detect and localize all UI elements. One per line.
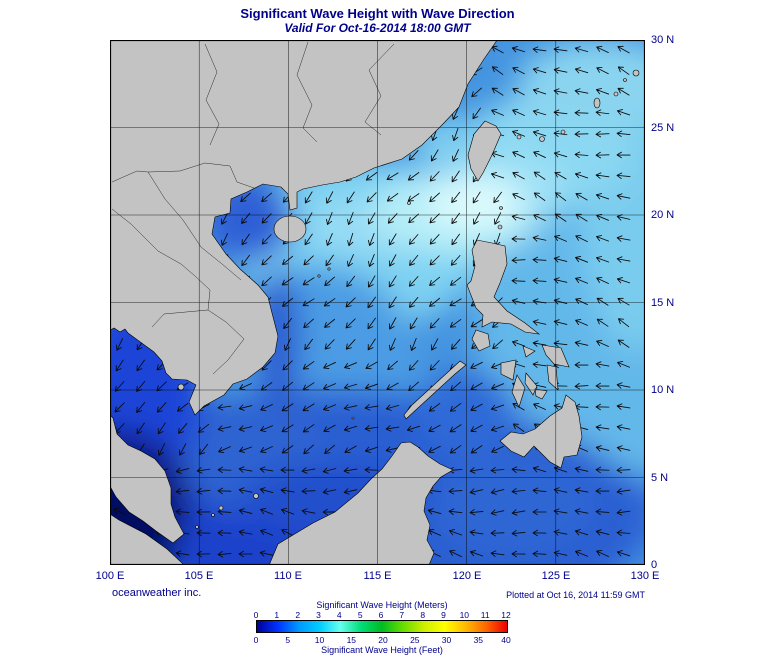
map-frame: [110, 40, 645, 565]
land-hainan: [273, 215, 307, 243]
meters-tick: 5: [357, 610, 363, 620]
y-axis-label: 20 N: [651, 209, 675, 221]
land-cebu: [524, 372, 538, 396]
y-axis-label: 25 N: [651, 121, 675, 134]
legend-meters-ticks: 0 1 2 3 4 5 6 7 8 9 10 11 12: [253, 610, 511, 620]
oceanweather-credit: oceanweather inc.: [112, 587, 202, 599]
x-axis-label: 120 E: [452, 570, 482, 582]
x-axis-label: 100 E: [95, 570, 125, 582]
plotted-at-timestamp: Plotted at Oct 16, 2014 11:59 GMT: [506, 590, 645, 600]
land-mindoro: [471, 329, 491, 352]
feet-tick: 40: [501, 635, 511, 645]
land-sumatra: [110, 513, 184, 565]
x-axis-label: 110 E: [274, 570, 302, 582]
small-islands: [177, 69, 640, 529]
feet-tick: 25: [410, 635, 420, 645]
landmasses: [110, 40, 640, 565]
y-axis-label: 15 N: [651, 296, 675, 309]
meters-tick: 2: [295, 610, 301, 620]
wave-height-colorbar: [256, 620, 508, 633]
y-axis-label: 10 N: [651, 384, 675, 396]
land-masbate: [522, 345, 536, 358]
valid-time-subtitle: Valid For Oct-16-2014 18:00 GMT: [284, 21, 471, 35]
feet-tick: 10: [314, 635, 325, 645]
meters-tick: 9: [441, 610, 446, 620]
land-mindanao: [499, 394, 583, 469]
meters-tick: 4: [336, 610, 342, 620]
land-china-indochina: [110, 40, 498, 544]
meters-tick: 12: [501, 610, 511, 620]
page-title: Significant Wave Height with Wave Direct…: [240, 6, 515, 21]
x-axis-label: 130 E: [630, 570, 660, 582]
land-negros: [511, 374, 526, 408]
feet-tick: 30: [441, 635, 452, 645]
land-taiwan: [467, 120, 502, 182]
x-axis-label: 115 E: [363, 570, 392, 582]
graticule: [110, 40, 645, 565]
land-panay: [500, 359, 517, 381]
meters-tick: 0: [253, 610, 259, 620]
feet-tick: 15: [346, 635, 357, 645]
land-samar: [541, 344, 570, 368]
land-luzon: [466, 239, 541, 335]
feet-tick: 20: [378, 635, 388, 645]
feet-tick: 35: [473, 635, 484, 645]
feet-tick: 5: [285, 635, 291, 645]
y-axis-label: 0: [651, 559, 658, 571]
x-axis-label: 125 E: [541, 570, 571, 582]
legend-feet-title: Significant Wave Height (Feet): [321, 645, 443, 655]
wave-map: [110, 40, 645, 565]
meters-tick: 7: [399, 610, 405, 620]
meters-tick: 10: [459, 610, 470, 620]
legend-feet-ticks: 0 5 10 15 20 25 30 35 40: [253, 635, 511, 645]
meters-tick: 6: [378, 610, 384, 620]
meters-tick: 3: [316, 610, 321, 620]
legend-meters-title: Significant Wave Height (Meters): [316, 600, 448, 610]
land-borneo: [269, 441, 454, 565]
meters-tick: 8: [420, 610, 426, 620]
meters-tick: 1: [274, 610, 280, 620]
y-axis-label: 5 N: [651, 471, 669, 484]
land-bohol: [534, 388, 548, 400]
feet-tick: 0: [253, 635, 259, 645]
meters-tick: 11: [480, 610, 490, 620]
x-axis-label: 105 E: [184, 570, 214, 582]
y-axis-label: 30 N: [651, 34, 675, 46]
